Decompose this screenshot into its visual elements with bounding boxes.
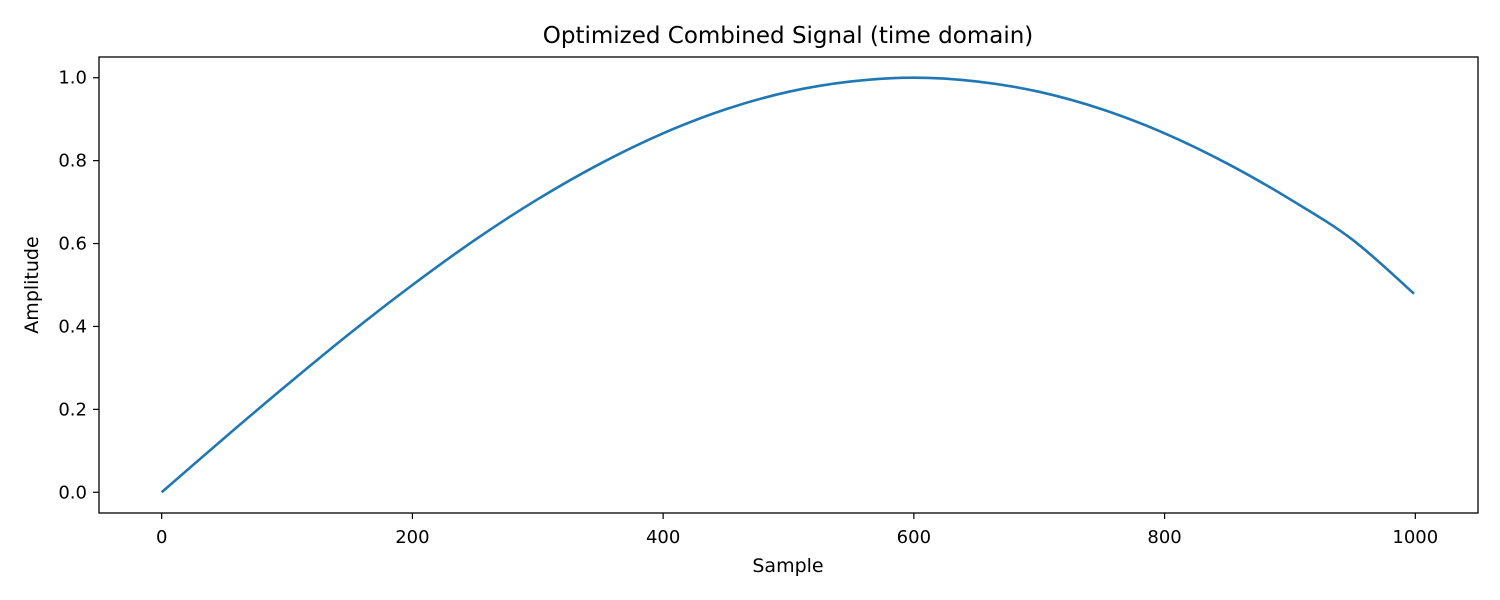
x-tick-label: 0 (156, 527, 167, 548)
y-tick-label: 0.2 (58, 399, 87, 420)
y-tick-label: 0.0 (58, 482, 87, 503)
y-tick-label: 0.4 (58, 316, 87, 337)
x-tick-label: 200 (395, 527, 429, 548)
plot-area (99, 57, 1478, 513)
y-tick-label: 0.6 (58, 234, 87, 255)
x-tick-label: 800 (1147, 527, 1181, 548)
x-axis-ticks: 0 200 400 600 800 1000 (156, 513, 1438, 548)
x-axis-label: Sample (752, 555, 823, 577)
x-tick-label: 600 (897, 527, 931, 548)
series-line (160, 76, 1415, 494)
y-tick-label: 1.0 (58, 68, 87, 89)
x-tick-label: 400 (646, 527, 680, 548)
y-tick-label: 0.8 (58, 151, 87, 172)
chart-title: Optimized Combined Signal (time domain) (543, 23, 1034, 49)
plot-frame (98, 56, 1479, 514)
series-layer (160, 76, 1415, 494)
x-tick-label: 1000 (1392, 527, 1438, 548)
y-axis-label: Amplitude (21, 236, 43, 333)
y-axis-ticks: 0.0 0.2 0.4 0.6 0.8 1.0 (58, 68, 99, 503)
